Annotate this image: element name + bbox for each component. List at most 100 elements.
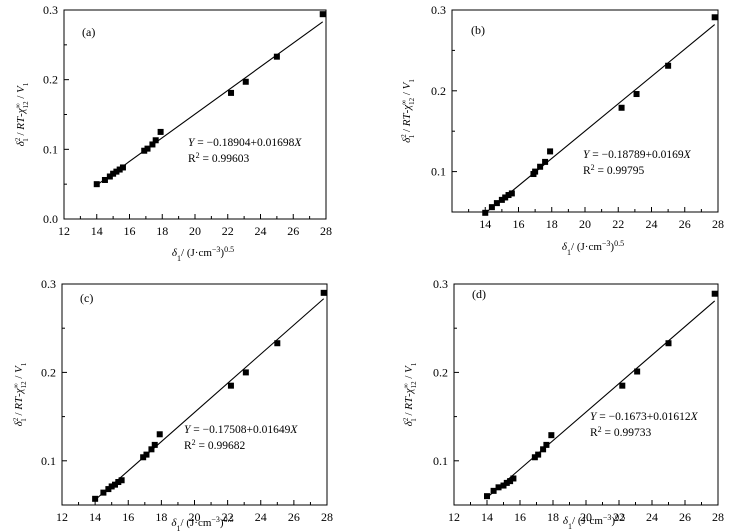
data-point bbox=[119, 164, 126, 171]
data-point bbox=[537, 163, 544, 170]
data-point bbox=[488, 204, 495, 211]
data-point bbox=[619, 382, 626, 389]
y-tick-label: 0.2 bbox=[433, 365, 448, 379]
data-point bbox=[502, 194, 509, 201]
x-tick-label: 18 bbox=[155, 510, 167, 524]
data-point bbox=[510, 475, 517, 482]
data-point bbox=[228, 89, 235, 96]
data-point bbox=[508, 190, 515, 197]
data-point bbox=[108, 483, 115, 490]
data-point bbox=[110, 170, 117, 177]
x-tick-label: 14 bbox=[91, 224, 103, 238]
data-point bbox=[711, 290, 718, 297]
y-tick-label: 0.1 bbox=[43, 142, 58, 156]
x-tick-label: 20 bbox=[189, 224, 201, 238]
y-tick-label: 0.2 bbox=[43, 73, 58, 87]
data-point bbox=[157, 128, 164, 135]
data-point bbox=[105, 486, 112, 493]
x-tick-label: 24 bbox=[646, 510, 658, 524]
x-tick-label: 26 bbox=[287, 224, 299, 238]
fit-line bbox=[96, 21, 324, 186]
regression-equation: Y = −0.1673+0.01612X bbox=[590, 411, 699, 423]
regression-equation: Y = −0.17508+0.01649X bbox=[184, 424, 298, 436]
data-point bbox=[100, 489, 107, 496]
data-point bbox=[115, 479, 122, 486]
data-point bbox=[143, 451, 150, 458]
data-point bbox=[93, 181, 100, 188]
panel-label: (a) bbox=[82, 25, 95, 39]
chart-panel-b: 14 16 18 20 22 24 26 28 0.1 0.2 0.3 (b) Y = −0.18789… bbox=[400, 3, 724, 257]
data-point bbox=[140, 454, 147, 461]
x-tick-label: 16 bbox=[122, 510, 134, 524]
x-tick-label: 14 bbox=[481, 510, 493, 524]
regression-equation: Y = −0.18789+0.0169X bbox=[583, 149, 692, 161]
data-point bbox=[500, 482, 507, 489]
x-axis-label: δ1/ (J·cm−3)0.5 bbox=[562, 239, 624, 257]
x-tick-label: 26 bbox=[679, 510, 691, 524]
y-axis-label: δ21 / RT-χ∞12 / V1 bbox=[12, 362, 28, 426]
data-point bbox=[665, 340, 672, 347]
data-point bbox=[543, 441, 550, 448]
y-tick-label: 0.1 bbox=[433, 454, 448, 468]
x-tick-label: 22 bbox=[612, 217, 624, 231]
data-point bbox=[242, 369, 249, 376]
x-tick-label: 12 bbox=[56, 510, 68, 524]
r-squared: R2 = 0.99795 bbox=[583, 163, 645, 178]
panel-label: (b) bbox=[471, 23, 485, 37]
x-tick-label: 14 bbox=[479, 217, 491, 231]
x-tick-label: 22 bbox=[222, 224, 234, 238]
y-axis-label: δ21 / RT-χ∞12 / V1 bbox=[402, 362, 418, 426]
chart-panel-d: 12 14 16 18 20 22 24 26 28 0.1 0.2 0.3 (d) Y = −0.167… bbox=[402, 277, 724, 531]
data-point bbox=[112, 481, 118, 488]
data-point bbox=[505, 192, 512, 199]
x-tick-label: 14 bbox=[89, 510, 101, 524]
data-point bbox=[493, 200, 500, 207]
fit-line bbox=[94, 298, 325, 501]
panel-label: (c) bbox=[80, 291, 93, 305]
x-tick-label: 24 bbox=[255, 510, 267, 524]
x-tick-label: 28 bbox=[712, 510, 724, 524]
x-tick-label: 28 bbox=[321, 510, 333, 524]
r-squared: R2 = 0.99733 bbox=[590, 425, 652, 440]
x-tick-label: 16 bbox=[514, 510, 526, 524]
x-tick-label: 12 bbox=[58, 224, 70, 238]
x-tick-label: 20 bbox=[579, 217, 591, 231]
data-point bbox=[118, 477, 125, 484]
chart-panel-c: 12 14 16 18 20 22 24 26 28 0.1 0.2 0.3 (c) Y = −0.175… bbox=[12, 277, 333, 532]
data-point bbox=[144, 145, 151, 152]
fit-line bbox=[484, 24, 716, 214]
data-point bbox=[92, 495, 99, 502]
data-point bbox=[503, 479, 510, 486]
data-point bbox=[548, 432, 555, 439]
data-point bbox=[273, 53, 280, 60]
data-point bbox=[482, 209, 489, 216]
regression-equation: Y = −0.18904+0.01698X bbox=[188, 137, 302, 149]
data-point bbox=[113, 168, 120, 175]
data-point bbox=[542, 158, 549, 165]
plot-frame bbox=[61, 283, 328, 506]
y-axis-label: δ21 / RT-χ∞12 / V1 bbox=[14, 82, 30, 146]
data-point bbox=[495, 484, 502, 491]
data-point bbox=[547, 148, 554, 155]
x-tick-label: 18 bbox=[547, 510, 559, 524]
x-tick-label: 28 bbox=[712, 217, 724, 231]
data-point bbox=[633, 91, 640, 98]
data-point bbox=[149, 141, 156, 148]
data-point bbox=[141, 147, 148, 154]
x-tick-label: 22 bbox=[222, 510, 234, 524]
x-tick-label: 20 bbox=[189, 510, 201, 524]
plot-frame bbox=[451, 9, 719, 213]
y-axis-label: δ21 / RT-χ∞12 / V1 bbox=[400, 79, 416, 143]
data-point bbox=[498, 196, 505, 203]
x-tick-label: 20 bbox=[580, 510, 592, 524]
x-tick-label: 12 bbox=[448, 510, 460, 524]
x-tick-label: 26 bbox=[288, 510, 300, 524]
x-tick-label: 18 bbox=[156, 224, 168, 238]
data-point bbox=[531, 454, 538, 461]
x-tick-label: 22 bbox=[613, 510, 625, 524]
data-point bbox=[490, 487, 497, 494]
y-tick-label: 0.2 bbox=[431, 84, 446, 98]
chart-panel-a: 12 14 16 18 20 22 24 26 28 0.0 0.1 0.2 0.3 (a) Y = −0.… bbox=[14, 3, 332, 263]
r-squared: R2 = 0.99682 bbox=[184, 438, 246, 453]
data-point bbox=[540, 446, 547, 453]
